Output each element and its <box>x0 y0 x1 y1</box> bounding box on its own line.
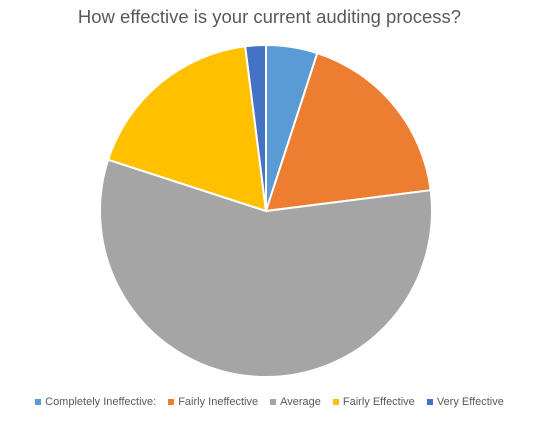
chart-legend: Completely Ineffective: Fairly Ineffectiv… <box>0 396 539 408</box>
legend-label: Average <box>280 396 321 408</box>
pie-slice-very-effective <box>244 43 267 212</box>
legend-swatch <box>168 399 175 405</box>
pie-slice-average <box>99 158 433 378</box>
legend-swatch <box>270 399 277 405</box>
legend-item: Fairly Effective <box>332 396 415 408</box>
pie-slice-fairly-effective <box>106 45 268 213</box>
legend-swatch <box>332 399 339 405</box>
legend-label: Completely Ineffective: <box>45 396 157 408</box>
legend-item: Very Effective <box>426 396 504 408</box>
legend-swatch <box>426 399 433 405</box>
legend-item: Average <box>270 396 321 408</box>
legend-swatch <box>35 399 42 405</box>
legend-item: Fairly Ineffective <box>168 396 258 408</box>
chart-title: How effective is your current auditing p… <box>77 6 462 27</box>
legend-label: Fairly Ineffective <box>178 396 259 408</box>
legend-item: Completely Ineffective: <box>35 396 156 408</box>
pie-slice-fairly-ineffective <box>264 51 432 213</box>
legend-label: Fairly Effective <box>342 396 415 408</box>
legend-label: Very Effective <box>436 396 504 408</box>
